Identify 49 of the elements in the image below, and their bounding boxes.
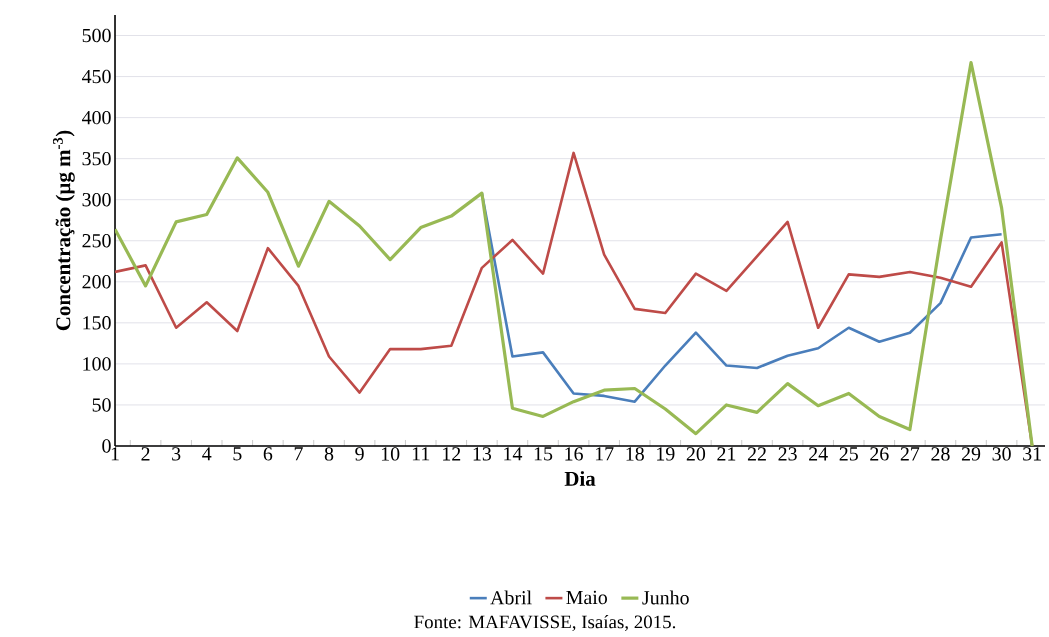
- x-tick-label: 5: [233, 447, 242, 461]
- x-tick-label: 30: [992, 447, 1011, 461]
- x-tick-label: 26: [870, 447, 889, 461]
- y-tick-label: 300: [82, 192, 111, 207]
- y-tick-label: 200: [82, 275, 111, 289]
- x-tick-label: 22: [747, 447, 766, 461]
- legend-label: Abril: [490, 590, 532, 605]
- x-tick-label: 13: [473, 447, 492, 461]
- x-tick-label: 23: [778, 447, 797, 461]
- x-tick-label: 9: [355, 447, 364, 461]
- x-tick-label: 11: [412, 447, 430, 461]
- y-tick-label: 150: [83, 316, 111, 330]
- y-tick-label: 450: [81, 69, 111, 84]
- x-tick-label: 10: [381, 447, 400, 461]
- y-tick-label: 50: [92, 398, 111, 412]
- x-tick-label: 7: [294, 447, 303, 461]
- x-tick-label: 24: [809, 447, 828, 461]
- line-series: [115, 61, 1034, 446]
- x-tick-label: 15: [534, 447, 553, 461]
- y-tick-label: 400: [81, 110, 111, 125]
- y-tick-label: 0: [102, 439, 111, 453]
- y-tick-label: 500: [82, 28, 111, 43]
- x-tick-label: 8: [324, 447, 334, 461]
- x-tick-label: 17: [595, 447, 614, 461]
- x-tick-label: 27: [900, 447, 920, 461]
- source-note: Fonte: MAFAVISSE, Isaías, 2015.: [414, 614, 676, 632]
- x-tick-label: 19: [657, 447, 675, 461]
- x-tick-label: 29: [961, 447, 981, 461]
- x-tick-label: 12: [443, 447, 461, 461]
- x-tick-label: 25: [839, 447, 858, 461]
- x-tick-label: 4: [202, 447, 212, 461]
- x-tick-label: 3: [172, 447, 181, 461]
- x-tick-label: 31: [1023, 447, 1041, 461]
- y-tick-label: 350: [82, 151, 111, 166]
- x-tick-label: 28: [931, 447, 950, 461]
- y-tick-label: 100: [83, 357, 111, 371]
- x-tick-label: 16: [565, 447, 583, 461]
- x-tick-label: 20: [686, 447, 706, 461]
- y-tick-label: 250: [82, 234, 111, 248]
- x-tick-label: 18: [626, 447, 644, 461]
- x-tick-label: 2: [141, 447, 150, 461]
- x-tick-label: 6: [263, 447, 273, 461]
- legend-label: Maio: [566, 590, 608, 605]
- x-axis-title: Dia: [564, 471, 596, 486]
- x-tick-label: 1: [111, 447, 119, 461]
- x-tick-label: 14: [504, 447, 523, 461]
- legend-label: Junho: [642, 590, 689, 605]
- x-tick-label: 21: [717, 447, 736, 461]
- y-axis-title: Concentração (µg m$^{-3}$): [52, 130, 75, 331]
